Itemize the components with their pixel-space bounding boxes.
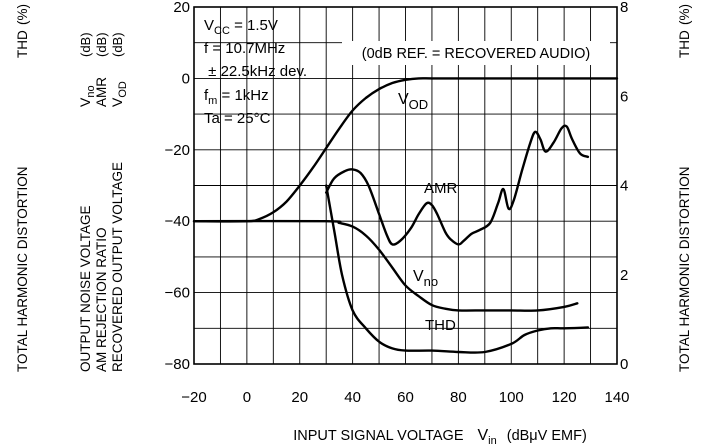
left-tick-label: 20 [173, 0, 190, 16]
x-tick-label: −20 [181, 389, 206, 406]
tick-labels: −20 0 20 40 60 80 100 120 140 −80 −60 −40 −20 0 20 0 2 4 6… [165, 0, 630, 406]
left-symbol-vod: VOD [109, 81, 129, 107]
label-vno: Vno [413, 268, 438, 289]
right-thd-symbol: THD [677, 30, 692, 58]
right-thd-label: TOTAL HARMONIC DISTORTION [677, 166, 692, 372]
left-unit-vno: (dB) [78, 32, 93, 57]
left-tick-label: −20 [165, 142, 190, 159]
right-tick-label: 2 [620, 267, 628, 284]
condition-deviation: ± 22.5kHz dev. [204, 63, 307, 80]
right-axis-titles: TOTAL HARMONIC DISTORTION THD (%) [677, 4, 692, 372]
left-unit-vod: (dB) [110, 32, 125, 57]
left-thd-symbol: THD [15, 30, 30, 58]
x-tick-label: 40 [344, 389, 361, 406]
x-tick-label: 20 [291, 389, 308, 406]
left-tick-label: 0 [182, 70, 190, 87]
label-thd: THD [425, 317, 456, 334]
series-vod-line [192, 77, 619, 223]
right-tick-label: 0 [620, 356, 628, 373]
right-thd-unit: (%) [677, 4, 692, 25]
left-label-vod: RECOVERED OUTPUT VOLTAGE [110, 162, 125, 372]
right-tick-label: 6 [620, 88, 628, 105]
left-thd-unit: (%) [15, 4, 30, 25]
x-tick-label: 120 [552, 389, 577, 406]
x-tick-label: 80 [450, 389, 467, 406]
left-tick-label: −40 [165, 213, 190, 230]
series-vno-line [192, 219, 579, 312]
x-tick-label: 140 [604, 389, 629, 406]
condition-ta: Ta = 25°C [204, 110, 271, 127]
left-axis-titles: TOTAL HARMONIC DISTORTION THD (%) OUTPUT… [15, 4, 129, 372]
condition-frequency: f = 10.7MHz [204, 40, 285, 57]
reference-note: (0dB REF. = RECOVERED AUDIO) [362, 46, 590, 62]
x-tick-label: 100 [499, 389, 524, 406]
left-label-amr: AM REJECTION RATIO [94, 227, 109, 372]
series-thd-line [325, 184, 590, 354]
left-tick-label: −60 [165, 285, 190, 302]
series-amr-line [325, 124, 590, 246]
curves [192, 77, 619, 354]
right-tick-label: 4 [620, 178, 628, 195]
left-thd-label: TOTAL HARMONIC DISTORTION [15, 166, 30, 372]
right-tick-label: 8 [620, 0, 628, 16]
x-tick-label: 60 [397, 389, 414, 406]
reference-note-background [342, 41, 610, 65]
left-symbol-vno: Vno [77, 85, 97, 107]
label-amr: AMR [424, 180, 458, 197]
left-symbol-amr: AMR [94, 77, 109, 107]
condition-fm: fm = 1kHz [204, 87, 269, 107]
label-vod: VOD [398, 91, 428, 112]
left-tick-label: −80 [165, 356, 190, 373]
left-unit-amr: (dB) [94, 32, 109, 57]
condition-vcc: VCC = 1.5V [204, 17, 278, 37]
conditions-box: VCC = 1.5V f = 10.7MHz ± 22.5kHz dev. fm… [204, 17, 307, 127]
plot-frame [193, 6, 618, 365]
left-label-vno: OUTPUT NOISE VOLTAGE [78, 205, 93, 372]
x-tick-label: 0 [243, 389, 251, 406]
x-axis-title: INPUT SIGNAL VOLTAGE Vin (dBμV EMF) [293, 427, 587, 446]
